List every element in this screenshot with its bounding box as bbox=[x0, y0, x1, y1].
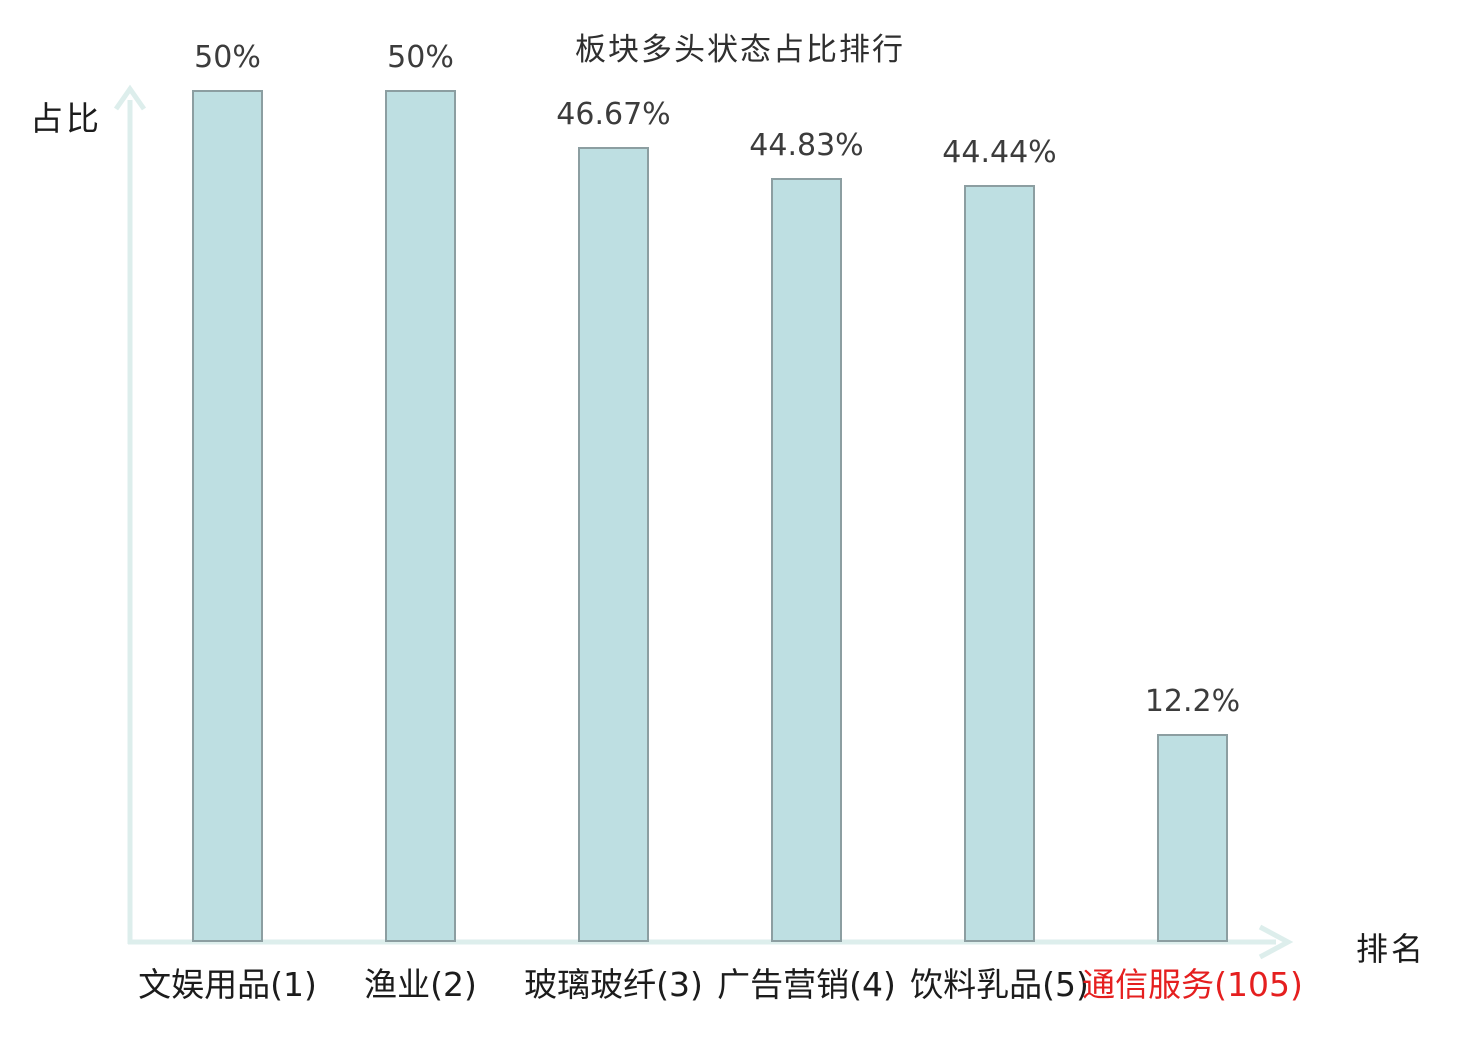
x-axis-arrow-icon bbox=[1258, 924, 1294, 960]
category-label: 广告营销(4) bbox=[717, 965, 896, 1004]
category-label: 通信服务(105) bbox=[1082, 965, 1303, 1004]
bar-value-label: 12.2% bbox=[1144, 684, 1241, 719]
bar-value-label: 44.44% bbox=[942, 135, 1057, 170]
category-label: 渔业(2) bbox=[364, 965, 477, 1004]
category-label: 饮料乳品(5) bbox=[910, 965, 1089, 1004]
bar bbox=[964, 185, 1035, 942]
bar bbox=[771, 178, 842, 942]
y-axis-label: 占比 bbox=[30, 99, 102, 138]
bar bbox=[1157, 734, 1228, 942]
bar-value-label: 44.83% bbox=[749, 128, 864, 163]
bar bbox=[385, 90, 456, 942]
category-label: 玻璃玻纤(3) bbox=[524, 965, 703, 1004]
bar bbox=[192, 90, 263, 942]
bar-value-label: 46.67% bbox=[556, 97, 671, 132]
bar-value-label: 50% bbox=[387, 40, 454, 75]
bar-value-label: 50% bbox=[194, 40, 261, 75]
y-axis-arrow-icon bbox=[113, 84, 147, 111]
chart-title: 板块多头状态占比排行 bbox=[575, 32, 905, 68]
x-axis-label: 排名 bbox=[1356, 930, 1427, 968]
bar bbox=[578, 147, 649, 942]
category-label: 文娱用品(1) bbox=[138, 965, 317, 1004]
